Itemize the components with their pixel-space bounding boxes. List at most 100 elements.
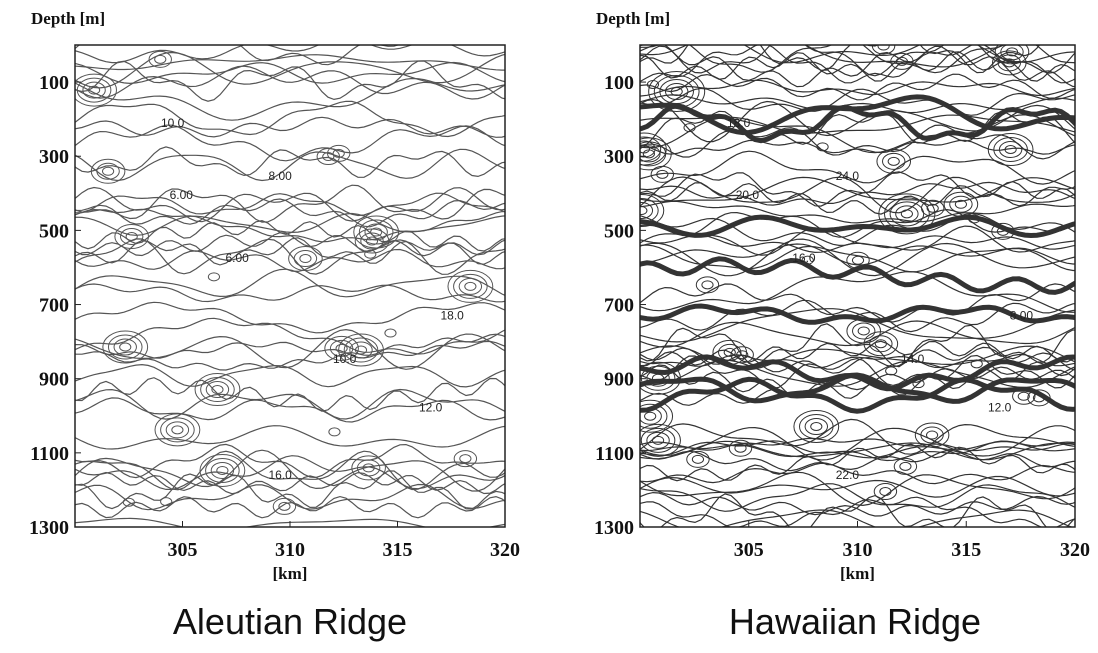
plot-frame	[74, 44, 506, 528]
contour-ring	[734, 443, 747, 453]
contour-ring	[874, 339, 887, 349]
contour-line	[75, 65, 505, 100]
contour-ring	[810, 422, 823, 432]
contour-ring	[869, 335, 893, 353]
contour-ring	[362, 463, 375, 473]
contour-ring	[210, 461, 235, 479]
contour-ring	[876, 148, 912, 174]
contour-ring	[459, 454, 472, 464]
contour-ring	[343, 337, 379, 363]
contour-line	[75, 333, 505, 371]
contour-line	[75, 77, 505, 121]
y-tick-label: 500	[39, 220, 69, 242]
contour-ring	[349, 341, 373, 359]
contour-label: 8.00	[269, 169, 293, 183]
contour-line	[75, 517, 505, 527]
contour-ring	[119, 227, 144, 245]
y-axis-label: Depth [m]	[596, 9, 670, 28]
contour-ring	[322, 152, 335, 162]
contour-ring	[943, 191, 979, 217]
x-tick-label: 310	[843, 539, 873, 561]
contour-line	[75, 192, 505, 217]
contour-line	[640, 124, 1075, 160]
contour-line	[75, 238, 505, 275]
contour-ring	[101, 166, 115, 176]
contour-ring	[338, 333, 384, 367]
contour-line	[640, 509, 1074, 527]
contour-ring	[899, 461, 912, 471]
contour-line	[640, 475, 1075, 498]
contour-ring	[656, 169, 669, 179]
contour-line	[640, 345, 1075, 371]
contour-ring	[102, 330, 149, 364]
x-tick-label: 310	[275, 539, 305, 561]
contour-line	[75, 61, 505, 85]
contour-ring	[360, 232, 384, 250]
contour-ring	[329, 339, 354, 357]
contour-ring	[878, 193, 936, 235]
contour-ring	[299, 254, 312, 264]
contour-ring	[885, 366, 898, 376]
contour-ring	[353, 215, 400, 249]
contour-line	[640, 483, 1075, 512]
contour-ring	[288, 246, 323, 272]
contour-ring	[272, 497, 297, 515]
contour-ring	[889, 201, 925, 227]
contour-line	[75, 45, 505, 64]
contour-line	[75, 146, 505, 178]
contour-line	[640, 320, 1075, 348]
contour-ring	[670, 87, 683, 97]
contour-line	[640, 79, 1075, 97]
contour-ring	[1032, 393, 1046, 403]
contour-ring	[640, 141, 667, 167]
y-axis-label: Depth [m]	[31, 9, 105, 28]
contour-ring	[920, 426, 944, 444]
contour-line	[640, 73, 1075, 101]
contour-ring	[651, 435, 665, 445]
contour-ring	[851, 255, 865, 265]
contour-ring	[96, 162, 120, 180]
contour-line	[640, 443, 1075, 482]
contour-line	[640, 234, 1075, 254]
contour-ring	[327, 144, 351, 162]
contour-ring	[793, 410, 840, 444]
contour-line	[640, 45, 1075, 74]
contour-ring	[458, 277, 483, 295]
contour-ring	[816, 142, 829, 152]
contour-line	[640, 51, 1075, 82]
x-tick-label: 305	[734, 539, 764, 561]
contour-line	[75, 317, 505, 355]
contour-ring	[728, 439, 753, 457]
contour-ring	[207, 272, 221, 282]
y-tick-label: 500	[604, 220, 634, 242]
contour-line	[75, 268, 505, 298]
contour-ring	[640, 403, 668, 429]
contour-ring	[199, 453, 246, 487]
contour-line	[75, 100, 505, 138]
contour-line	[640, 308, 1075, 343]
contour-ring	[648, 71, 706, 113]
contour-ring	[364, 249, 377, 259]
contour-ring	[997, 54, 1021, 72]
contour-line	[640, 493, 1075, 527]
contour-line	[640, 418, 1075, 455]
contour-ring	[996, 226, 1010, 236]
contour-label: 24.0	[836, 169, 860, 183]
contour-line	[640, 372, 1075, 404]
contour-line	[75, 283, 505, 303]
x-tick-label: 315	[951, 539, 981, 561]
contour-ring	[364, 223, 388, 241]
contour-line	[640, 353, 1075, 369]
contour-line	[640, 323, 1075, 368]
contour-line	[75, 148, 505, 182]
contour-ring	[920, 199, 945, 217]
contour-ring	[332, 148, 345, 158]
contour-ring	[877, 45, 890, 51]
contour-ring	[912, 379, 925, 389]
contour-ring	[154, 54, 167, 64]
contour-ring	[895, 205, 919, 223]
contour-line	[75, 186, 505, 223]
contour-ring	[316, 148, 340, 166]
contour-line	[75, 455, 505, 490]
contour-ring	[718, 343, 742, 361]
